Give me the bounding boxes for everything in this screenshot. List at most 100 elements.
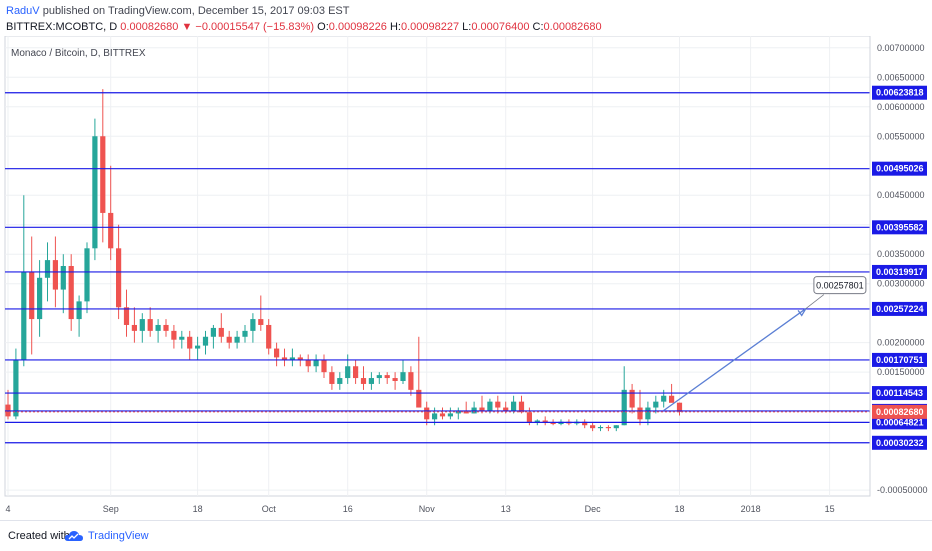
candle-body (376, 375, 382, 379)
candle-body (250, 319, 256, 331)
price-tick-label: 0.00150000 (877, 367, 925, 377)
candle-body (100, 136, 106, 213)
author-link[interactable]: RaduV (6, 5, 40, 17)
candle-body (487, 401, 493, 411)
candle-body (44, 260, 51, 278)
candle-body (432, 413, 438, 420)
time-tick-label: Oct (262, 504, 277, 514)
candle-body (629, 389, 635, 408)
candle-body (218, 327, 224, 337)
projection-arrow: 0.00257801 (663, 276, 867, 412)
candle-body (384, 375, 390, 379)
candle-body (202, 336, 209, 346)
candle-body (13, 360, 19, 417)
candle-body (590, 425, 596, 429)
plot-area (4, 36, 871, 497)
candle-body (76, 301, 82, 320)
grid (4, 36, 871, 497)
candle-body (645, 407, 651, 420)
candle-body (297, 357, 303, 361)
level-price-tag (872, 161, 927, 176)
level-price-tag (872, 220, 927, 235)
candle-body (637, 407, 643, 420)
candle-body (550, 422, 556, 425)
symbol-label: BITTREX:MCOBTC, D (6, 21, 118, 33)
candle-body (84, 248, 90, 302)
chart-header: RaduV published on TradingView.com, Dece… (0, 0, 932, 36)
level-price-tag (872, 435, 927, 450)
candle-body (511, 401, 517, 411)
candle-body (60, 266, 66, 290)
last-price: 0.00082680 (120, 21, 179, 33)
candle-body (518, 401, 525, 413)
candle-body (613, 425, 619, 429)
price-tick-label: 0.00450000 (877, 190, 925, 200)
candle-body (281, 357, 288, 361)
level-price-label: 0.00064821 (876, 417, 924, 427)
current-price-tag (872, 404, 927, 419)
callout-box (813, 276, 867, 295)
time-tick-label: 18 (193, 504, 203, 514)
candle-body (439, 413, 446, 417)
level-price-tag (872, 386, 927, 401)
current-price-label: 0.00082680 (876, 407, 924, 417)
published-text: published on TradingView.com, December 1… (42, 5, 350, 17)
price-chart[interactable]: 0.00257801 0.00700000 0.00650000 0.0060000… (0, 36, 932, 520)
level-price-tag (872, 415, 927, 430)
time-tick-label: Sep (103, 504, 119, 514)
candle-body (653, 401, 659, 408)
time-tick-label: 18 (674, 504, 684, 514)
candle-body (408, 372, 414, 390)
tradingview-brand[interactable]: TradingView (88, 530, 149, 542)
candle-body (313, 360, 319, 367)
callout-leader (805, 294, 825, 309)
candle-body (266, 324, 272, 349)
candle-body (116, 248, 122, 308)
candle-body (447, 413, 453, 417)
time-tick-label: 2018 (741, 504, 761, 514)
candle-body (337, 378, 343, 384)
candle-body (479, 407, 485, 411)
price-tick-label: 0.00600000 (877, 102, 925, 112)
ohlc-line: BITTREX:MCOBTC, D 0.00082680 ▼ −0.000155… (6, 21, 602, 33)
candle-body (226, 336, 232, 343)
footer: Created with TradingView (0, 520, 932, 551)
candle-body (92, 136, 98, 249)
high-value: 0.00098227 (400, 21, 460, 33)
candle-body (424, 407, 430, 420)
candle-body (495, 401, 501, 408)
price-axis: 0.00700000 0.00650000 0.00600000 0.00550000… (869, 36, 928, 496)
low-value: 0.00076400 (471, 21, 530, 33)
candle-body (534, 420, 540, 423)
high-label: H: (389, 21, 401, 33)
level-price-tag (872, 264, 927, 279)
level-price-label: 0.00319917 (876, 267, 924, 277)
level-price-label: 0.00395582 (876, 222, 924, 232)
level-price-label: 0.00257224 (876, 304, 924, 314)
candle-body (171, 330, 177, 340)
time-tick-label: Nov (419, 504, 436, 514)
callout-label: 0.00257801 (816, 281, 864, 291)
candle-body (329, 372, 335, 384)
price-change: ▼ −0.00015547 (−15.83%) (181, 21, 315, 33)
candle-body (274, 348, 280, 358)
candle-body (360, 378, 367, 384)
candle-body (147, 319, 153, 331)
candle-body (597, 427, 604, 429)
low-label: L: (462, 21, 472, 33)
candle-body (139, 319, 145, 331)
chart-title: Monaco / Bitcoin, D, BITTREX (11, 48, 146, 59)
candle-body (163, 324, 169, 331)
candle-body (661, 395, 667, 402)
candle-body (210, 327, 216, 337)
candle-body (234, 336, 240, 343)
close-label: C: (532, 21, 544, 33)
level-price-label: 0.00114543 (876, 388, 923, 398)
time-axis: 4 Sep 18 Oct 16 Nov 13 Dec 18 2018 15 (5, 504, 834, 514)
candle-body (258, 319, 264, 325)
price-tick-label: 0.00700000 (877, 43, 925, 53)
candle-body (21, 271, 27, 361)
price-tick-label: 0.00650000 (877, 72, 925, 82)
candle-body (526, 412, 532, 423)
projection-line (663, 308, 807, 412)
